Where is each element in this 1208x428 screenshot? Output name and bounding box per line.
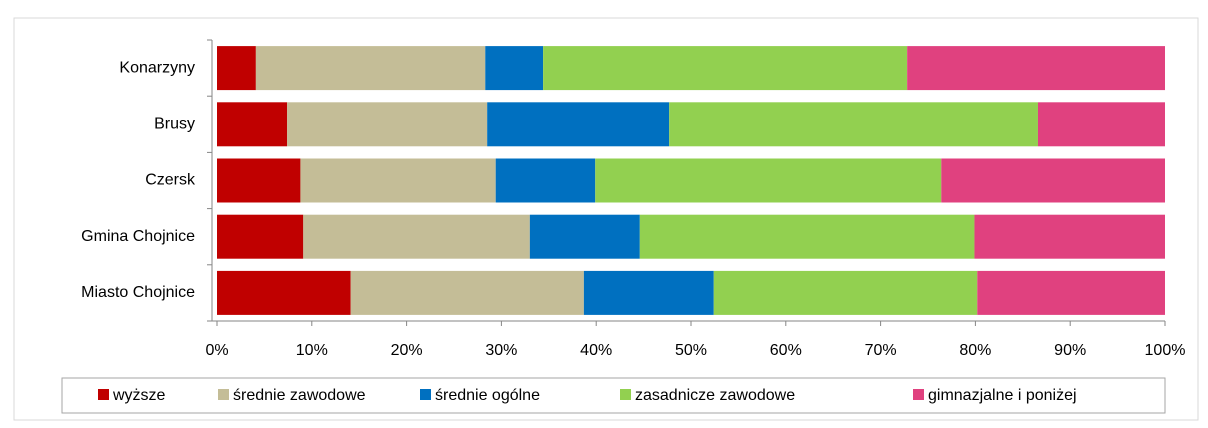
bar-segment <box>255 46 486 91</box>
x-tick-label: 100% <box>1145 342 1186 359</box>
y-tick-label: Czersk <box>145 172 196 189</box>
bar-segment <box>529 214 640 259</box>
legend-label: wyższe <box>112 387 166 404</box>
bar-segment <box>300 158 496 203</box>
legend-label: gimnazjalne i poniżej <box>928 387 1077 404</box>
x-tick-label: 70% <box>865 342 897 359</box>
bar-segment <box>217 158 301 203</box>
x-tick-label: 50% <box>675 342 707 359</box>
y-tick-label: Konarzyny <box>119 59 195 76</box>
legend-swatch <box>420 389 431 400</box>
legend-swatch <box>218 389 229 400</box>
y-tick-label: Miasto Chojnice <box>81 284 195 301</box>
legend-label: średnie zawodowe <box>233 387 366 404</box>
bar-segment <box>217 102 288 147</box>
bar-segment <box>485 46 544 91</box>
bar-segment <box>287 102 488 147</box>
bar-segment <box>1037 102 1165 147</box>
y-tick-label: Brusy <box>154 116 195 133</box>
bar-segment <box>543 46 908 91</box>
legend-swatch <box>913 389 924 400</box>
x-tick-label: 10% <box>296 342 328 359</box>
legend-label: zasadnicze zawodowe <box>635 387 795 404</box>
bar-segment <box>974 214 1165 259</box>
bar-segment <box>350 270 584 315</box>
bar-segment <box>217 214 304 259</box>
bar-segment <box>941 158 1165 203</box>
x-tick-label: 20% <box>391 342 423 359</box>
bar-segment <box>669 102 1038 147</box>
bar-segment <box>907 46 1165 91</box>
bar-segment <box>217 46 256 91</box>
bar-segment <box>487 102 670 147</box>
x-tick-label: 80% <box>959 342 991 359</box>
x-tick-label: 40% <box>580 342 612 359</box>
bar-segment <box>595 158 942 203</box>
bar-segment <box>713 270 978 315</box>
bar-segment <box>303 214 530 259</box>
bar-segment <box>977 270 1165 315</box>
legend-box <box>61 377 1166 414</box>
x-tick-label: 60% <box>770 342 802 359</box>
x-tick-label: 90% <box>1054 342 1086 359</box>
legend-swatch <box>98 389 109 400</box>
bar-segment <box>639 214 975 259</box>
bar-segment <box>217 270 351 315</box>
x-tick-label: 30% <box>485 342 517 359</box>
legend-label: średnie ogólne <box>435 387 540 404</box>
bar-segment <box>495 158 596 203</box>
y-tick-label: Gmina Chojnice <box>81 228 195 245</box>
legend-swatch <box>620 389 631 400</box>
bar-segment <box>583 270 714 315</box>
x-tick-label: 0% <box>205 342 228 359</box>
